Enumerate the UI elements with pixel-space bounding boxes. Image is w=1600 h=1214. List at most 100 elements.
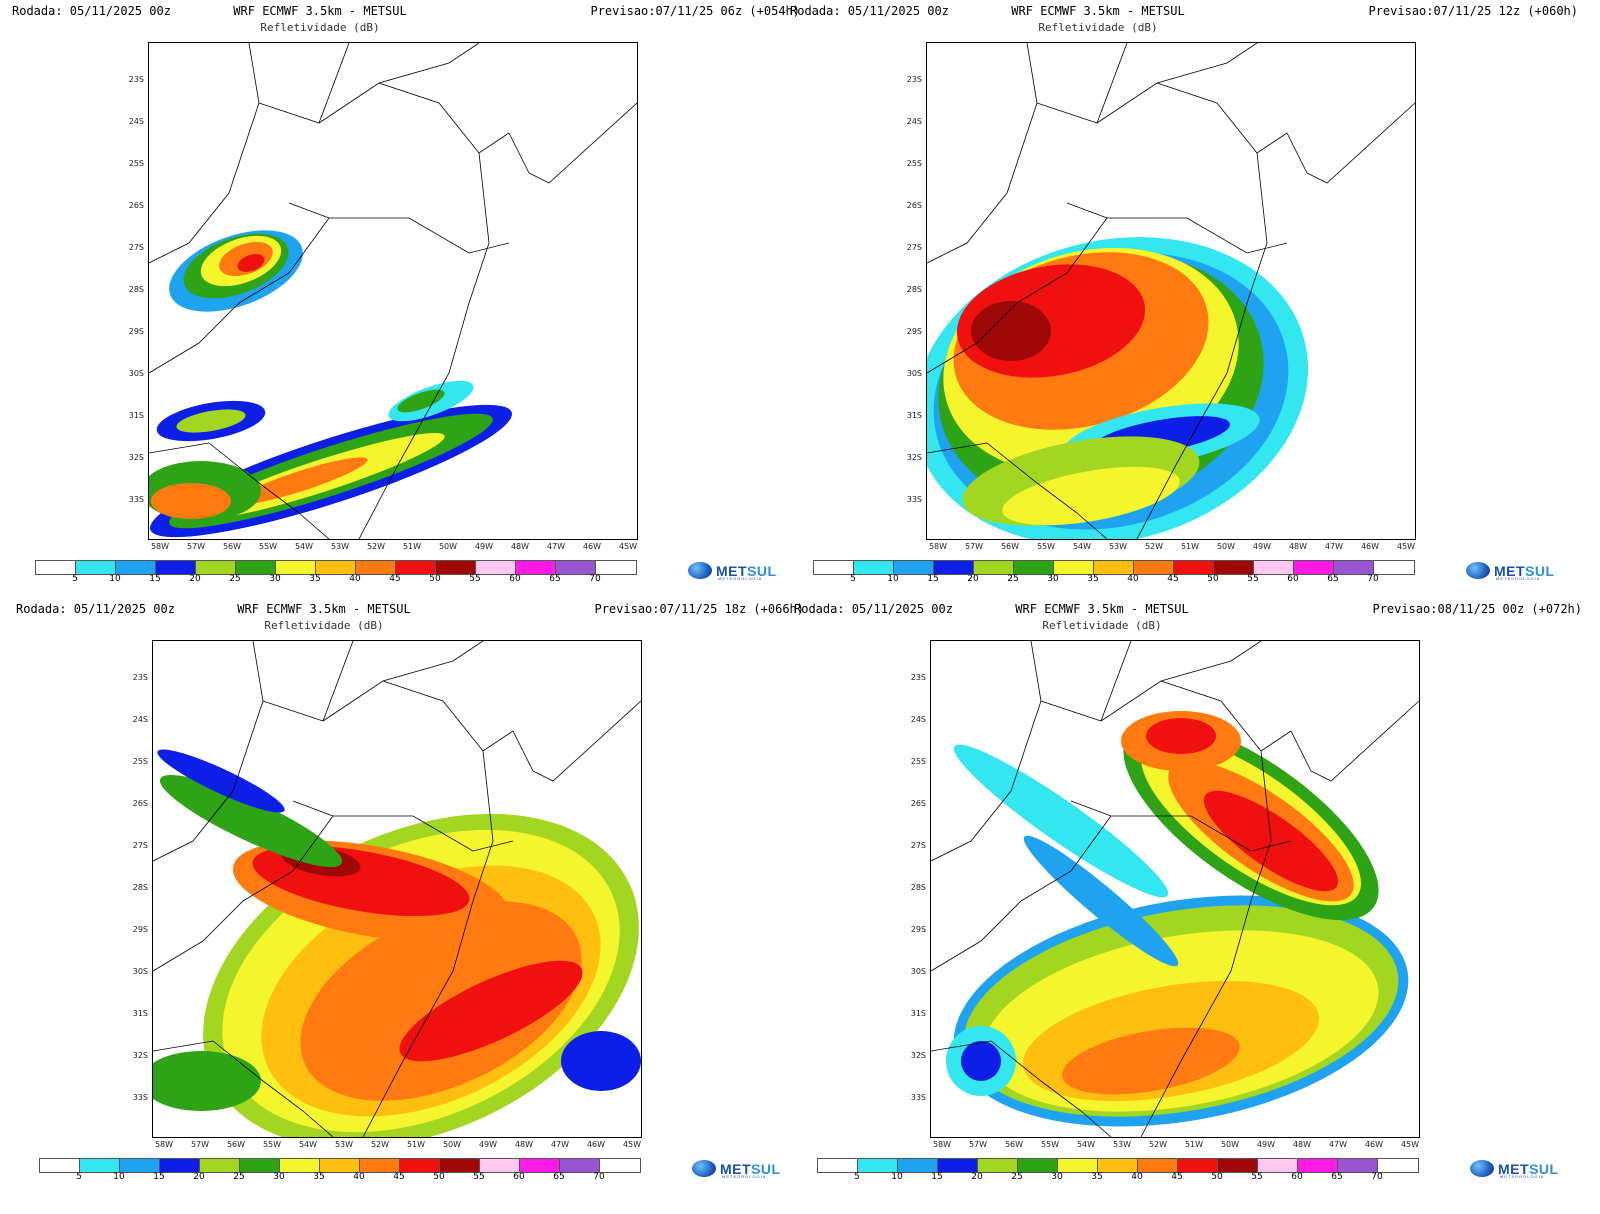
forecast-time: Previsao:07/11/25 06z (+054h)	[540, 4, 800, 18]
latitude-label: 27S	[118, 243, 144, 252]
colorbar-label: 65	[1323, 574, 1343, 584]
colorbar-cell	[1054, 561, 1094, 574]
latitude-label: 30S	[900, 967, 926, 976]
colorbar-label: 35	[1087, 1172, 1107, 1182]
colorbar-cell	[1258, 1159, 1298, 1172]
colorbar-cell	[160, 1159, 200, 1172]
colorbar-label: 45	[1167, 1172, 1187, 1182]
latitude-label: 32S	[118, 453, 144, 462]
colorbar-cell	[1298, 1159, 1338, 1172]
latitude-label: 23S	[896, 75, 922, 84]
political-border	[1097, 43, 1257, 123]
colorbar-cell	[80, 1159, 120, 1172]
forecast-time: Previsao:07/11/25 12z (+060h)	[1318, 4, 1578, 18]
forecast-time: Previsao:08/11/25 00z (+072h)	[1322, 602, 1582, 616]
colorbar-label: 30	[265, 574, 285, 584]
latitude-label: 27S	[896, 243, 922, 252]
longitude-label: 49W	[469, 542, 499, 551]
longitude-label: 50W	[1215, 1140, 1245, 1149]
reflectivity-area	[971, 301, 1051, 361]
metsul-logo: METSUL METEOROLOGIA	[1466, 562, 1555, 579]
variable-title: Refletividade (dB)	[4, 619, 644, 632]
colorbar-cell	[560, 1159, 600, 1172]
political-border	[319, 43, 479, 123]
longitude-label: 51W	[1179, 1140, 1209, 1149]
longitude-label: 48W	[509, 1140, 539, 1149]
colorbar-cell	[520, 1159, 560, 1172]
colorbar-cell	[1178, 1159, 1218, 1172]
latitude-label: 33S	[900, 1093, 926, 1102]
colorbar-cell	[1378, 1159, 1418, 1172]
latitude-label: 31S	[118, 411, 144, 420]
longitude-label: 55W	[1031, 542, 1061, 551]
longitude-label: 50W	[1211, 542, 1241, 551]
longitude-label: 47W	[1323, 1140, 1353, 1149]
colorbar-cell	[360, 1159, 400, 1172]
colorbar-cell	[476, 561, 516, 574]
latitude-label: 28S	[122, 883, 148, 892]
longitude-label: 49W	[1251, 1140, 1281, 1149]
colorbar-label: 5	[69, 1172, 89, 1182]
colorbar-label: 35	[305, 574, 325, 584]
reflectivity-map	[148, 42, 638, 540]
latitude-label: 26S	[896, 201, 922, 210]
longitude-label: 47W	[545, 1140, 575, 1149]
longitude-label: 47W	[541, 542, 571, 551]
colorbar-label: 70	[1367, 1172, 1387, 1182]
colorbar-label: 20	[963, 574, 983, 584]
longitude-label: 52W	[361, 542, 391, 551]
colorbar-label: 55	[469, 1172, 489, 1182]
colorbar-cell	[974, 561, 1014, 574]
longitude-label: 54W	[289, 542, 319, 551]
longitude-label: 52W	[1139, 542, 1169, 551]
reflectivity-area	[561, 1031, 641, 1091]
longitude-label: 45W	[613, 542, 643, 551]
longitude-label: 53W	[325, 542, 355, 551]
longitude-label: 50W	[437, 1140, 467, 1149]
colorbar	[813, 560, 1415, 575]
colorbar-cell	[240, 1159, 280, 1172]
latitude-label: 32S	[896, 453, 922, 462]
forecast-panel-2: Rodada: 05/11/2025 00z WRF ECMWF 3.5km - …	[778, 0, 1578, 607]
longitude-label: 45W	[1391, 542, 1421, 551]
colorbar-label: 15	[923, 574, 943, 584]
colorbar-cell	[400, 1159, 440, 1172]
globe-icon	[1470, 1160, 1494, 1177]
latitude-label: 33S	[118, 495, 144, 504]
colorbar-label: 50	[1207, 1172, 1227, 1182]
longitude-label: 48W	[1287, 1140, 1317, 1149]
colorbar-label: 20	[189, 1172, 209, 1182]
colorbar-label: 25	[1007, 1172, 1027, 1182]
longitude-label: 58W	[149, 1140, 179, 1149]
reflectivity-area	[151, 483, 231, 519]
colorbar-cell	[854, 561, 894, 574]
latitude-label: 24S	[896, 117, 922, 126]
forecast-panel-3: Rodada: 05/11/2025 00z WRF ECMWF 3.5km - …	[4, 598, 804, 1205]
colorbar-label: 35	[309, 1172, 329, 1182]
colorbar-cell	[1018, 1159, 1058, 1172]
latitude-label: 24S	[122, 715, 148, 724]
colorbar-cell	[1338, 1159, 1378, 1172]
longitude-label: 46W	[1355, 542, 1385, 551]
colorbar-label: 20	[967, 1172, 987, 1182]
colorbar-label: 5	[843, 574, 863, 584]
latitude-label: 27S	[900, 841, 926, 850]
colorbar-cell	[1098, 1159, 1138, 1172]
colorbar-label: 20	[185, 574, 205, 584]
reflectivity-map	[152, 640, 642, 1138]
latitude-label: 29S	[122, 925, 148, 934]
longitude-label: 52W	[365, 1140, 395, 1149]
latitude-label: 33S	[122, 1093, 148, 1102]
latitude-label: 23S	[118, 75, 144, 84]
colorbar	[39, 1158, 641, 1173]
longitude-label: 56W	[999, 1140, 1029, 1149]
colorbar-label: 15	[145, 574, 165, 584]
longitude-label: 57W	[963, 1140, 993, 1149]
variable-title: Refletividade (dB)	[0, 21, 640, 34]
colorbar-label: 50	[429, 1172, 449, 1182]
colorbar-label: 25	[225, 574, 245, 584]
longitude-label: 53W	[1107, 1140, 1137, 1149]
logo-tagline: METEOROLOGIA	[1496, 576, 1540, 581]
colorbar-cell	[480, 1159, 520, 1172]
colorbar-label: 40	[345, 574, 365, 584]
